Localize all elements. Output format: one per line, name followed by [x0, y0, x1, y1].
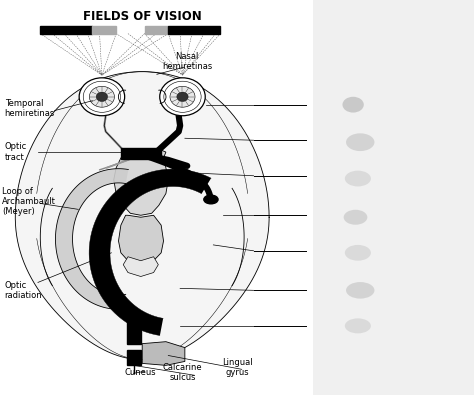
Polygon shape: [142, 342, 185, 365]
Polygon shape: [55, 169, 128, 309]
Text: Temporal
hemiretinas: Temporal hemiretinas: [5, 99, 55, 118]
Text: C: C: [319, 169, 328, 182]
Circle shape: [177, 92, 188, 102]
Polygon shape: [15, 71, 269, 359]
Text: FIELDS OF VISION: FIELDS OF VISION: [83, 10, 201, 23]
Text: Cuneus: Cuneus: [124, 368, 155, 377]
Text: Loop of
Archambault
(Meyer): Loop of Archambault (Meyer): [2, 186, 56, 216]
Circle shape: [96, 92, 108, 102]
Bar: [127, 320, 141, 344]
Circle shape: [79, 78, 125, 116]
Text: F: F: [319, 284, 327, 297]
Bar: [40, 26, 92, 34]
Text: Calcarine
sulcus: Calcarine sulcus: [163, 363, 202, 382]
Circle shape: [90, 87, 114, 107]
Ellipse shape: [344, 210, 367, 225]
Polygon shape: [121, 148, 161, 159]
Text: Lingual
gyrus: Lingual gyrus: [222, 358, 252, 377]
Polygon shape: [114, 150, 168, 215]
Text: Optic
radiation: Optic radiation: [5, 280, 42, 300]
Ellipse shape: [345, 318, 371, 333]
Ellipse shape: [345, 171, 371, 186]
Text: G: G: [319, 320, 329, 332]
Polygon shape: [118, 215, 164, 265]
Circle shape: [160, 78, 205, 116]
Text: Nasal
hemiretinas: Nasal hemiretinas: [162, 51, 212, 71]
Circle shape: [170, 87, 195, 107]
Text: B: B: [319, 134, 328, 147]
Polygon shape: [89, 169, 211, 335]
Bar: [313, 0, 474, 395]
Ellipse shape: [346, 282, 374, 299]
Text: Optic
tract: Optic tract: [5, 142, 27, 162]
Bar: [168, 26, 220, 34]
Bar: [127, 350, 141, 365]
Ellipse shape: [342, 97, 364, 113]
Ellipse shape: [345, 245, 371, 261]
Text: D: D: [319, 209, 329, 222]
Bar: [145, 26, 168, 34]
Ellipse shape: [204, 195, 218, 204]
Text: E: E: [319, 245, 327, 257]
Text: A: A: [319, 98, 328, 111]
Polygon shape: [123, 257, 158, 276]
Bar: [92, 26, 116, 34]
Ellipse shape: [346, 134, 374, 151]
